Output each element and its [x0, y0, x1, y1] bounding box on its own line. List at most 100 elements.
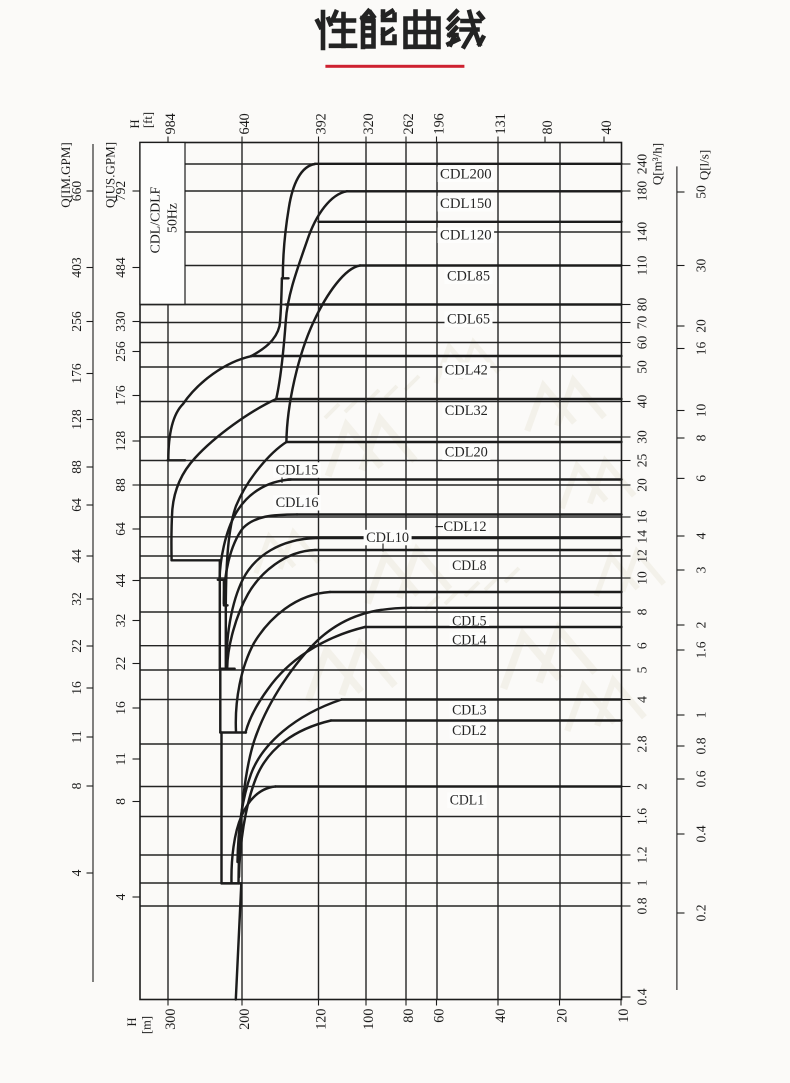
- svg-text:50: 50: [635, 360, 650, 374]
- svg-text:50: 50: [694, 185, 709, 199]
- svg-text:8: 8: [635, 608, 650, 615]
- svg-text:10: 10: [694, 404, 709, 418]
- svg-text:CDL12: CDL12: [444, 519, 487, 535]
- svg-text:16: 16: [69, 681, 84, 695]
- svg-text:CDL3: CDL3: [452, 703, 486, 719]
- svg-text:32: 32: [69, 592, 84, 606]
- svg-text:792: 792: [113, 181, 128, 202]
- svg-text:[m]: [m]: [140, 1016, 154, 1034]
- svg-text:CDL42: CDL42: [445, 363, 488, 379]
- svg-text:176: 176: [113, 385, 128, 406]
- svg-text:20: 20: [694, 319, 709, 333]
- svg-text:CDL8: CDL8: [452, 558, 486, 574]
- svg-text:180: 180: [635, 181, 650, 202]
- svg-text:131: 131: [493, 113, 509, 134]
- svg-text:6: 6: [635, 642, 650, 649]
- svg-text:640: 640: [237, 113, 253, 134]
- svg-text:32: 32: [113, 614, 128, 628]
- svg-text:70: 70: [635, 316, 650, 330]
- svg-text:88: 88: [69, 460, 84, 474]
- svg-text:44: 44: [69, 549, 84, 563]
- svg-text:0.8: 0.8: [635, 897, 650, 914]
- svg-text:0.2: 0.2: [694, 904, 709, 921]
- svg-text:CDL/CDLF: CDL/CDLF: [148, 186, 163, 253]
- svg-text:200: 200: [237, 1009, 253, 1030]
- svg-text:22: 22: [113, 657, 128, 671]
- svg-text:4: 4: [113, 893, 128, 900]
- svg-text:CDL120: CDL120: [440, 228, 492, 244]
- svg-text:11: 11: [113, 752, 128, 765]
- svg-text:80: 80: [401, 1009, 417, 1023]
- svg-text:0.4: 0.4: [635, 988, 650, 1005]
- svg-text:196: 196: [432, 113, 448, 134]
- svg-text:403: 403: [69, 257, 84, 278]
- svg-text:16: 16: [113, 701, 128, 715]
- svg-text:CDL150: CDL150: [440, 196, 492, 212]
- svg-text:CDL5: CDL5: [452, 614, 486, 630]
- svg-text:484: 484: [113, 257, 128, 278]
- svg-text:44: 44: [113, 574, 128, 588]
- svg-text:3: 3: [694, 566, 709, 573]
- svg-text:128: 128: [113, 431, 128, 452]
- svg-text:14: 14: [635, 530, 650, 544]
- svg-text:8: 8: [694, 434, 709, 441]
- svg-text:110: 110: [635, 255, 650, 275]
- svg-text:4: 4: [69, 869, 84, 876]
- svg-text:8: 8: [69, 782, 84, 789]
- svg-text:176: 176: [69, 363, 84, 384]
- svg-text:10: 10: [616, 1009, 632, 1023]
- svg-text:25: 25: [635, 454, 650, 468]
- svg-text:40: 40: [635, 395, 650, 409]
- svg-text:CDL32: CDL32: [445, 403, 488, 419]
- svg-text:CDL15: CDL15: [276, 463, 319, 479]
- svg-text:CDL10: CDL10: [366, 530, 409, 546]
- svg-text:10: 10: [635, 571, 650, 585]
- svg-text:12: 12: [635, 549, 650, 563]
- svg-text:H: H: [125, 1017, 139, 1026]
- svg-text:4: 4: [635, 696, 650, 703]
- svg-text:CDL4: CDL4: [452, 633, 487, 649]
- svg-text:20: 20: [555, 1009, 571, 1023]
- svg-text:H: H: [128, 119, 142, 128]
- svg-text:50Hz: 50Hz: [165, 203, 180, 233]
- svg-text:60: 60: [432, 1009, 448, 1023]
- svg-text:0.6: 0.6: [694, 770, 709, 787]
- svg-text:CDL65: CDL65: [447, 312, 490, 328]
- svg-text:2: 2: [694, 621, 709, 628]
- svg-text:1.2: 1.2: [635, 846, 650, 863]
- svg-text:1.6: 1.6: [694, 641, 709, 658]
- svg-text:140: 140: [635, 222, 650, 243]
- svg-text:30: 30: [694, 259, 709, 273]
- svg-text:0.8: 0.8: [694, 737, 709, 754]
- svg-text:CDL1: CDL1: [450, 793, 484, 809]
- svg-text:100: 100: [361, 1009, 377, 1030]
- svg-text:262: 262: [401, 113, 417, 134]
- svg-text:22: 22: [69, 639, 84, 653]
- svg-text:CDL2: CDL2: [452, 723, 486, 739]
- svg-text:120: 120: [314, 1009, 330, 1030]
- svg-text:40: 40: [493, 1009, 509, 1023]
- svg-text:392: 392: [314, 113, 330, 134]
- svg-text:Q[m³/h]: Q[m³/h]: [650, 143, 665, 185]
- svg-text:64: 64: [113, 522, 128, 536]
- svg-text:8: 8: [113, 798, 128, 805]
- svg-text:984: 984: [163, 113, 179, 134]
- svg-text:CDL20: CDL20: [445, 445, 488, 461]
- svg-text:Q[IM.GPM]: Q[IM.GPM]: [58, 142, 73, 207]
- svg-text:320: 320: [361, 113, 377, 134]
- svg-text:128: 128: [69, 409, 84, 430]
- svg-text:4: 4: [694, 532, 709, 539]
- svg-text:60: 60: [635, 336, 650, 350]
- svg-text:5: 5: [635, 666, 650, 673]
- svg-text:64: 64: [69, 498, 84, 512]
- svg-text:CDL85: CDL85: [447, 269, 490, 285]
- svg-text:[ft]: [ft]: [141, 112, 155, 128]
- svg-text:Q[l/s]: Q[l/s]: [697, 150, 712, 180]
- svg-text:256: 256: [113, 341, 128, 362]
- svg-text:1: 1: [694, 712, 709, 719]
- svg-text:30: 30: [635, 430, 650, 444]
- svg-text:20: 20: [635, 478, 650, 492]
- svg-text:240: 240: [635, 154, 650, 175]
- svg-text:80: 80: [540, 120, 556, 134]
- svg-text:CDL16: CDL16: [276, 495, 319, 511]
